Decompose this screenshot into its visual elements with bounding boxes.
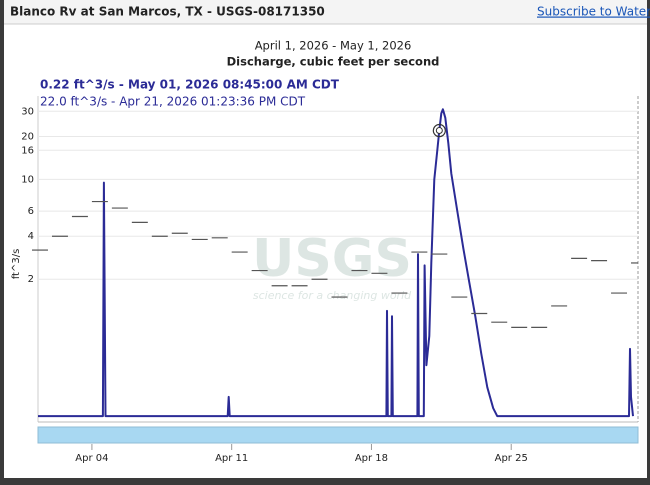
x-tick-label: Apr 04 bbox=[75, 453, 108, 464]
y-tick-label: 30 bbox=[21, 106, 34, 117]
y-tick-label: 6 bbox=[28, 206, 34, 217]
subscribe-link[interactable]: Subscribe to WaterAler bbox=[537, 5, 650, 19]
watermark: science for a changing world bbox=[253, 289, 412, 302]
x-tick-label: Apr 25 bbox=[495, 453, 528, 464]
hover-marker-core bbox=[435, 127, 443, 135]
tooltip-line: 0.22 ft^3/s - May 01, 2026 08:45:00 AM C… bbox=[40, 78, 340, 92]
header-bar bbox=[4, 0, 647, 24]
x-tick-label: Apr 18 bbox=[355, 453, 388, 464]
scroll-band[interactable] bbox=[37, 426, 639, 444]
site-title: Blanco Rv at San Marcos, TX - USGS-08171… bbox=[10, 5, 325, 19]
watermark: USGS bbox=[252, 229, 412, 289]
y-tick-label: 10 bbox=[21, 174, 34, 185]
y-tick-label: 20 bbox=[21, 131, 34, 142]
tooltip-line: 22.0 ft^3/s - Apr 21, 2026 01:23:36 PM C… bbox=[40, 95, 306, 109]
panel bbox=[4, 0, 647, 478]
x-tick-label: Apr 11 bbox=[215, 453, 248, 464]
hover-marker bbox=[432, 123, 446, 138]
y-tick-label: 2 bbox=[28, 274, 34, 285]
y-tick-label: 16 bbox=[21, 145, 34, 156]
chart-title: April 1, 2026 - May 1, 2026 bbox=[255, 39, 412, 53]
chart-subtitle: Discharge, cubic feet per second bbox=[227, 55, 440, 69]
y-tick-label: 4 bbox=[28, 231, 34, 242]
discharge-line bbox=[38, 108, 634, 418]
y-axis-label: ft^3/s bbox=[11, 249, 22, 280]
